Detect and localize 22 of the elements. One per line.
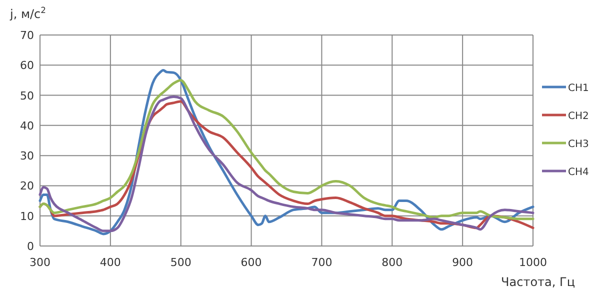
x-tick-label: 1000: [519, 256, 547, 269]
y-tick-label: 50: [20, 89, 34, 102]
x-tick-label: 600: [240, 256, 262, 269]
y-tick-label: 60: [20, 59, 34, 72]
x-tick-label: 300: [30, 256, 50, 269]
x-tick-label: 900: [452, 256, 474, 269]
y-tick-label: 70: [20, 29, 34, 42]
x-tick-label: 400: [100, 256, 121, 269]
legend-label: CH1: [568, 83, 589, 94]
x-tick-label: 700: [311, 256, 332, 269]
x-tick-label: 800: [382, 256, 403, 269]
y-tick-label: 0: [27, 240, 34, 253]
legend-label: CH4: [568, 167, 589, 178]
y-tick-label: 40: [20, 119, 34, 132]
y-tick-label: 20: [20, 180, 34, 193]
legend-label: CH2: [568, 111, 589, 122]
y-tick-label: 10: [20, 210, 34, 223]
legend-label: CH3: [568, 139, 589, 150]
y-tick-label: 30: [20, 150, 34, 163]
x-axis-title: Частота, Гц: [501, 275, 575, 289]
x-tick-label: 500: [170, 256, 192, 269]
y-axis-title: j, м/с$^{2}$: [9, 5, 46, 21]
